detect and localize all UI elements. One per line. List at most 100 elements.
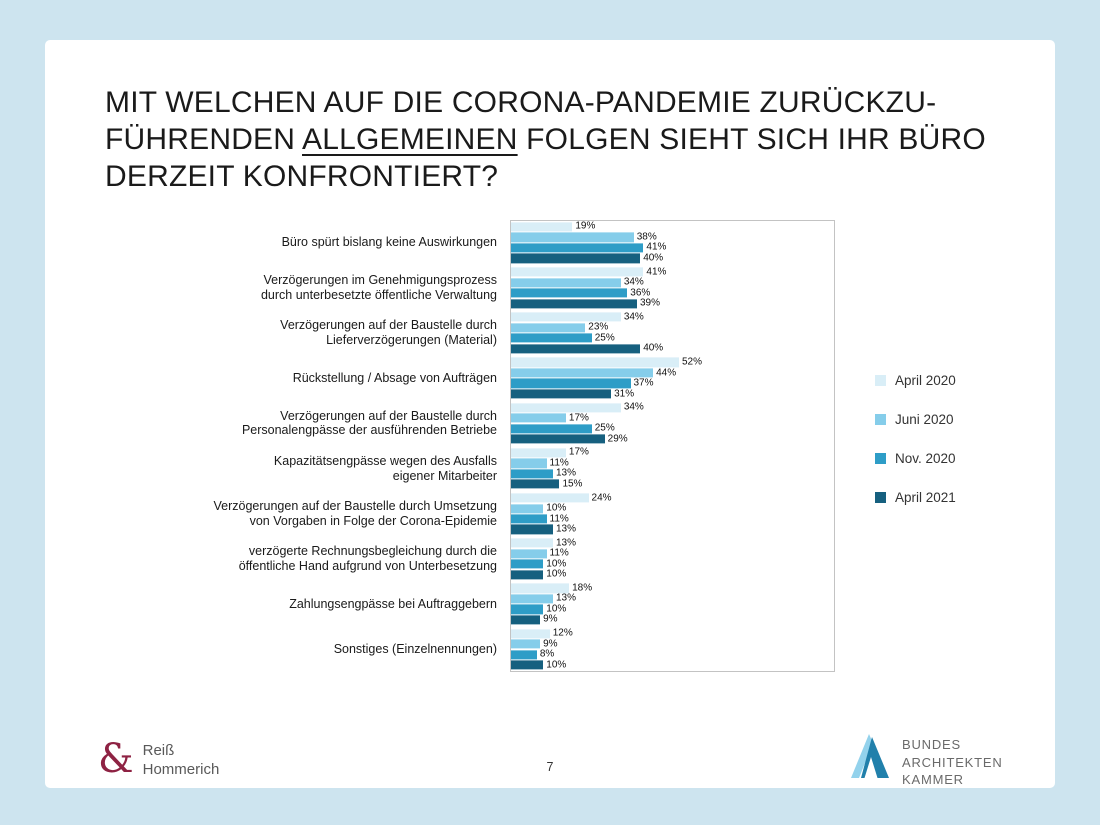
legend-swatch-icon xyxy=(875,492,886,503)
bar-value-label: 36% xyxy=(630,287,651,299)
bar-juni-2020 xyxy=(511,458,547,468)
bar-juni-2020 xyxy=(511,277,621,288)
bar-april-2021 xyxy=(511,524,553,535)
bar-value-label: 39% xyxy=(639,297,660,309)
presentation-slide: MIT WELCHEN AUF DIE CORONA-PANDEMIE ZURÜ… xyxy=(45,40,1055,788)
category-label: Kapazitätsengpässe wegen des Ausfalls ei… xyxy=(273,454,497,483)
bar-april-2021 xyxy=(511,615,541,625)
bar-april-2021 xyxy=(511,298,637,309)
bak-triangle-icon xyxy=(851,734,889,778)
bar-value-label: 19% xyxy=(575,220,596,232)
category-label: Sonstiges (Einzelnennungen) xyxy=(333,642,497,657)
bar-value-label: 11% xyxy=(549,512,569,524)
bar-april-2020 xyxy=(511,448,566,458)
logo-name-line2: Hommerich xyxy=(142,761,220,778)
bar-row: 11% xyxy=(511,512,612,524)
bar-value-label: 9% xyxy=(543,613,558,625)
bar-row: 10% xyxy=(511,568,576,580)
bar-april-2020 xyxy=(511,222,573,232)
bar-juni-2020 xyxy=(511,594,553,604)
bar-nov-2020 xyxy=(511,649,537,660)
bar-april-2021 xyxy=(511,479,560,489)
bar-value-label: 13% xyxy=(555,523,576,535)
bar-value-label: 25% xyxy=(594,422,615,434)
bar-value-label: 23% xyxy=(588,321,609,333)
bar-value-label: 41% xyxy=(646,266,667,278)
bar-april-2020 xyxy=(511,312,621,322)
logo-name-line1: Reiß xyxy=(142,742,175,759)
bar-row: 25% xyxy=(511,333,663,343)
category-label: Verzögerungen auf der Baustelle durch Pe… xyxy=(241,408,497,438)
category-bars: 13% 11% 10% 10% xyxy=(511,537,576,580)
bar-april-2020 xyxy=(511,403,621,413)
legend-label: Nov. 2020 xyxy=(895,451,956,466)
bar-row: 44% xyxy=(511,366,702,378)
bar-value-label: 31% xyxy=(614,387,635,399)
bar-value-label: 8% xyxy=(539,648,555,660)
chart-category-group: Verzögerungen auf der Baustelle durch Li… xyxy=(45,310,1055,355)
bar-row: 37% xyxy=(511,378,702,388)
bar-april-2020 xyxy=(511,493,589,503)
bar-nov-2020 xyxy=(511,378,631,388)
bar-row: 23% xyxy=(511,321,663,333)
bar-row: 13% xyxy=(511,523,612,535)
bar-value-label: 34% xyxy=(623,401,644,413)
bar-juni-2020 xyxy=(511,503,544,514)
bar-value-label: 10% xyxy=(546,502,567,514)
category-bars: 52% 44% 37% 31% xyxy=(511,357,702,400)
bar-value-label: 40% xyxy=(643,252,664,264)
chart-category-group: Verzögerungen auf der Baustelle durch Pe… xyxy=(45,401,1055,446)
bar-row: 29% xyxy=(511,434,644,444)
bak-logo-text: BUNDES ARCHITEKTEN KAMMER xyxy=(902,734,1003,789)
legend-swatch-icon xyxy=(875,453,886,464)
bar-value-label: 11% xyxy=(549,457,569,469)
legend-item-april-2020: April 2020 xyxy=(875,373,956,388)
title-line1: MIT WELCHEN AUF DIE CORONA-PANDEMIE ZURÜ… xyxy=(105,86,937,119)
bar-nov-2020 xyxy=(511,243,644,253)
bar-row: 10% xyxy=(511,502,612,514)
title-line3: DERZEIT KONFRONTIERT? xyxy=(105,160,499,193)
bar-row: 9% xyxy=(511,639,573,649)
legend-item-juni-2020: Juni 2020 xyxy=(875,412,956,427)
bar-april-2020 xyxy=(511,538,553,548)
bar-value-label: 17% xyxy=(568,446,589,458)
bar-value-label: 44% xyxy=(656,366,677,378)
bar-row: 10% xyxy=(511,558,576,570)
category-bars: 12% 9% 8% 10% xyxy=(511,628,573,671)
chart-category-group: Verzögerungen im Genehmigungsprozess dur… xyxy=(45,265,1055,310)
chart-category-group: Zahlungsengpässe bei Auftraggebern 18% 13%… xyxy=(45,582,1055,627)
category-bars: 19% 38% 41% 40% xyxy=(511,221,666,264)
bar-row: 13% xyxy=(511,538,576,548)
bar-row: 9% xyxy=(511,613,592,625)
category-label: verzögerte Rechnungsbegleichung durch di… xyxy=(238,544,497,573)
category-bars: 17% 11% 13% 15% xyxy=(511,447,589,490)
category-bars: 18% 13% 10% 9% xyxy=(511,582,592,625)
bar-value-label: 12% xyxy=(552,627,573,639)
chart-groups: Büro spürt bislang keine Auswirkungen 19%… xyxy=(45,220,1055,672)
chart-category-group: Büro spürt bislang keine Auswirkungen 19%… xyxy=(45,220,1055,265)
bar-april-2020 xyxy=(511,583,570,593)
bar-row: 8% xyxy=(511,648,573,660)
bar-value-label: 41% xyxy=(646,241,667,253)
bak-logo: BUNDES ARCHITEKTEN KAMMER xyxy=(851,734,1003,789)
bar-juni-2020 xyxy=(511,232,634,242)
bar-value-label: 13% xyxy=(555,592,576,604)
bar-april-2020 xyxy=(511,357,679,368)
bar-row: 10% xyxy=(511,604,592,614)
bar-value-label: 24% xyxy=(591,491,612,503)
bar-value-label: 10% xyxy=(546,568,567,580)
bar-april-2021 xyxy=(511,570,544,580)
legend-item-nov-2020: Nov. 2020 xyxy=(875,451,956,466)
bar-value-label: 38% xyxy=(636,231,657,243)
title-line2-post: FOLGEN SIEHT SICH IHR BÜRO xyxy=(517,123,986,156)
category-bars: 34% 17% 25% 29% xyxy=(511,402,644,445)
bar-row: 15% xyxy=(511,479,589,489)
title-line2-pre: FÜHRENDEN xyxy=(105,123,303,156)
bar-value-label: 10% xyxy=(546,558,567,570)
reiss-hommerich-name: Reiß Hommerich xyxy=(143,738,220,779)
bar-juni-2020 xyxy=(511,368,654,378)
bar-value-label: 34% xyxy=(623,276,644,288)
legend-item-april-2021: April 2021 xyxy=(875,490,956,505)
bar-row: 40% xyxy=(511,252,666,264)
chart-category-group: verzögerte Rechnungsbegleichung durch di… xyxy=(45,536,1055,581)
